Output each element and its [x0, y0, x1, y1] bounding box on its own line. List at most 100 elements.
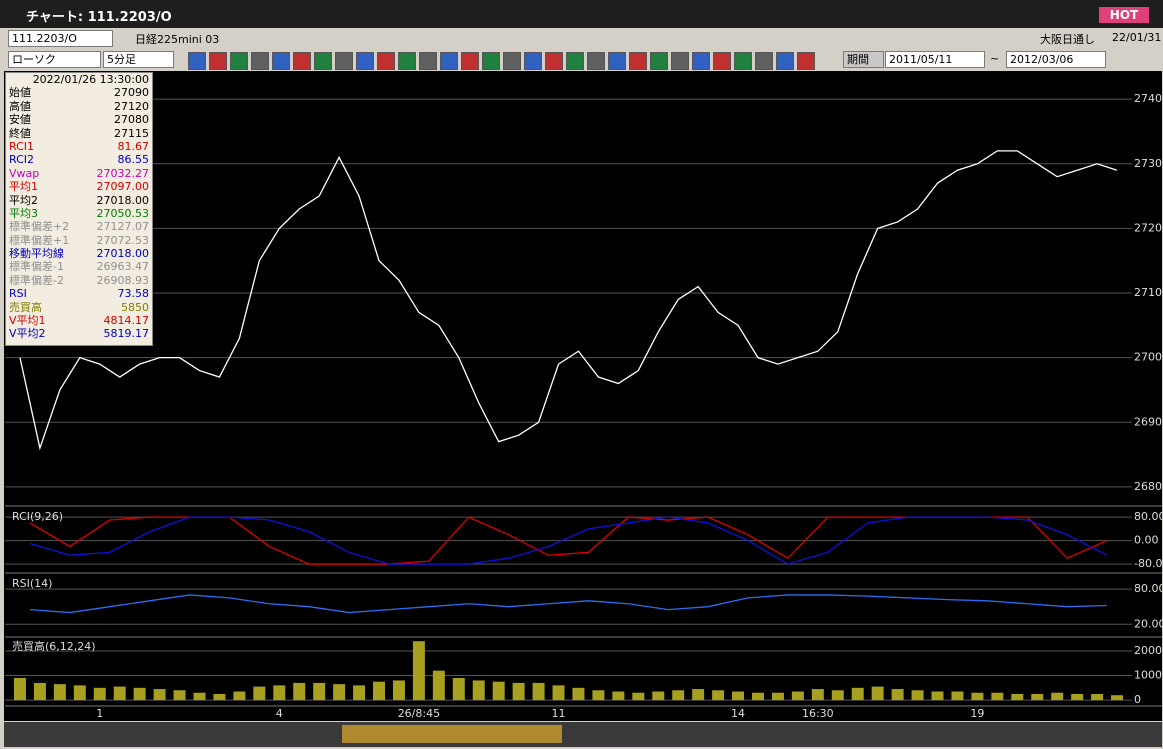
info-row: RCI2 86.55: [6, 153, 152, 166]
volume-bar: [373, 681, 385, 701]
volume-bar: [173, 690, 186, 701]
volume-bar: [113, 686, 126, 701]
volume-bar: [273, 685, 286, 701]
info-label: 始値: [9, 86, 31, 100]
volume-bar: [1071, 693, 1084, 701]
volume-bar: [871, 686, 884, 701]
info-row: V平均2 5819.17: [6, 327, 152, 340]
volume-bar: [73, 685, 86, 701]
y-tick-label: 0.00: [1134, 534, 1159, 547]
from-date[interactable]: 2011/05/11: [885, 51, 985, 68]
scroll-thumb[interactable]: [342, 725, 562, 743]
volume-bar: [1051, 692, 1064, 701]
info-row: 終値 27115: [6, 127, 152, 140]
toolbar-icons: [188, 50, 828, 70]
volume-bar: [13, 678, 26, 701]
info-label: 標準偏差-1: [9, 260, 64, 274]
volume-bar: [452, 678, 465, 701]
info-row: 平均2 27018.00: [6, 194, 152, 207]
info-row: 平均1 27097.00: [6, 180, 152, 193]
volume-bar: [392, 680, 405, 701]
volume-bar: [313, 682, 326, 701]
toolbar-icon: [692, 52, 710, 70]
to-date[interactable]: 2012/03/06: [1006, 51, 1106, 68]
volume-bar: [712, 690, 725, 701]
volume-bar: [1091, 693, 1104, 701]
panel-title: RCI(9,26): [12, 510, 63, 523]
toolbar-icon: [398, 52, 416, 70]
x-tick-label: 4: [276, 707, 283, 720]
info-value: 27072.53: [96, 233, 150, 247]
x-tick-label: 11: [552, 707, 566, 720]
series-line: [29, 516, 1108, 565]
toolbar-icon: [251, 52, 269, 70]
x-tick-label: 26/8:45: [398, 707, 440, 720]
symbol-name: 日経225mini 03: [135, 33, 220, 46]
volume-bar: [652, 691, 665, 701]
info-row: 始値 27090: [6, 86, 152, 99]
volume-bar: [572, 687, 585, 701]
info-value: 26963.47: [96, 260, 150, 274]
panel-title: RSI(14): [12, 577, 52, 590]
info-row: V平均1 4814.17: [6, 314, 152, 327]
info-value: 86.55: [117, 153, 150, 167]
volume-bar: [592, 690, 605, 701]
x-tick-label: 19: [970, 707, 984, 720]
volume-bar: [771, 692, 784, 701]
chart-type-select[interactable]: ローソク: [8, 51, 101, 68]
x-tick-label: 1: [96, 707, 103, 720]
volume-bar: [333, 684, 346, 701]
hot-button[interactable]: HOT: [1099, 7, 1149, 23]
y-tick-label: 26800: [1134, 480, 1163, 493]
scrollbar[interactable]: [4, 722, 1162, 747]
volume-bar: [692, 689, 705, 701]
volume-bar: [472, 680, 485, 701]
volume-bar: [233, 691, 246, 701]
toolbar-icon: [419, 52, 437, 70]
volume-bar: [293, 682, 306, 701]
info-value: 27080: [114, 113, 149, 127]
y-tick-label: 10000: [1134, 669, 1163, 682]
info-value: 4814.17: [103, 314, 150, 328]
toolbar-icon: [629, 52, 647, 70]
info-label: 売買高: [9, 300, 42, 314]
symbol-input[interactable]: 111.2203/O: [8, 30, 113, 47]
toolbar-icon: [209, 52, 227, 70]
y-tick-label: 27300: [1134, 157, 1163, 170]
y-tick-label: 27100: [1134, 286, 1163, 299]
volume-bar: [612, 691, 625, 701]
y-tick-label: -80.0: [1134, 557, 1162, 570]
y-tick-label: 80.00: [1134, 582, 1163, 595]
period-button[interactable]: 期間: [843, 51, 884, 68]
toolbar-icon: [797, 52, 815, 70]
toolbar-icon: [230, 52, 248, 70]
interval-select[interactable]: 5分足: [103, 51, 174, 68]
volume-bar: [991, 692, 1004, 701]
volume-bar: [193, 692, 206, 701]
y-tick-label: 27400: [1134, 92, 1163, 105]
volume-bar: [93, 687, 106, 701]
x-tick-label: 16:30: [802, 707, 834, 720]
chart-background: [4, 71, 1162, 721]
y-tick-label: 80.00: [1134, 510, 1163, 523]
toolbar-icon: [545, 52, 563, 70]
info-label: 平均2: [9, 193, 38, 207]
volume-bar: [951, 691, 964, 701]
info-value: 81.67: [117, 139, 150, 153]
volume-bar: [133, 687, 146, 701]
volume-bar: [552, 685, 565, 701]
info-row: RCI1 81.67: [6, 140, 152, 153]
info-label: 終値: [9, 126, 31, 140]
info-value: 26908.93: [96, 273, 150, 287]
info-value: 5819.17: [103, 327, 150, 341]
info-row: 売買高 5850: [6, 301, 152, 314]
panel-title: 売買高(6,12,24): [12, 639, 96, 653]
window-title: チャート: 111.2203/O: [26, 10, 172, 25]
series-line: [19, 150, 1118, 451]
info-label: RCI2: [9, 153, 35, 167]
info-row: 高値 27120: [6, 100, 152, 113]
info-value: 5850: [121, 300, 149, 314]
toolbar-icon: [503, 52, 521, 70]
info-label: 標準偏差+1: [9, 233, 70, 247]
